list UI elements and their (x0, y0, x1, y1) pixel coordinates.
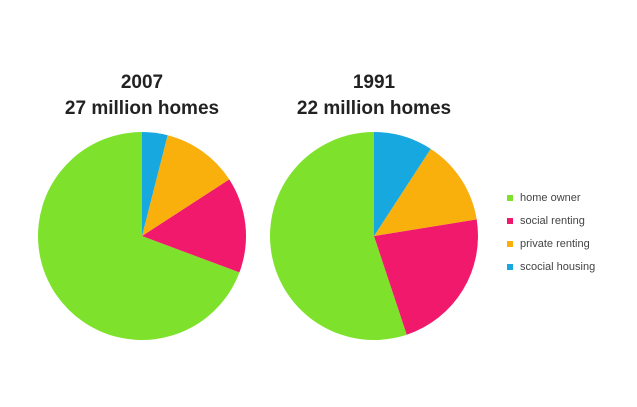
pie-slice-social-renting (374, 219, 478, 335)
pie-chart-2007 (38, 132, 246, 340)
pie-slice-scocial-housing (142, 132, 168, 236)
legend-item-home-owner: home owner (507, 186, 595, 209)
legend-item-social-renting: social renting (507, 209, 595, 232)
chart-title-1991: 1991 22 million homes (274, 70, 474, 122)
pie-slice-scocial-housing (374, 132, 431, 236)
chart-year-label: 1991 (352, 72, 396, 93)
pie-slice-social-renting (142, 179, 246, 273)
legend-item-social-housing: scocial housing (507, 255, 595, 278)
legend-swatch (507, 194, 513, 201)
legend-label: scocial housing (520, 260, 596, 273)
legend-item-private-renting: private renting (507, 232, 595, 255)
pie-chart-1991 (270, 132, 478, 340)
legend-swatch (507, 217, 513, 224)
chart-title-2007: 2007 27 million homes (42, 70, 242, 122)
chart-year-label: 2007 (120, 72, 164, 93)
chart-homes-label: 27 million homes (64, 98, 220, 119)
pie-slice-home-owner (270, 132, 407, 340)
pie-slice-private-renting (142, 135, 230, 236)
pie-slice-private-renting (374, 148, 477, 236)
legend-swatch (507, 240, 513, 247)
pie-slice-home-owner (38, 132, 240, 340)
legend-swatch (507, 263, 513, 270)
chart-homes-label: 22 million homes (296, 98, 452, 119)
legend-label: social renting (520, 214, 585, 227)
chart-legend: home owner social renting private rentin… (507, 186, 595, 278)
legend-label: home owner (520, 191, 581, 204)
legend-label: private renting (520, 237, 590, 250)
